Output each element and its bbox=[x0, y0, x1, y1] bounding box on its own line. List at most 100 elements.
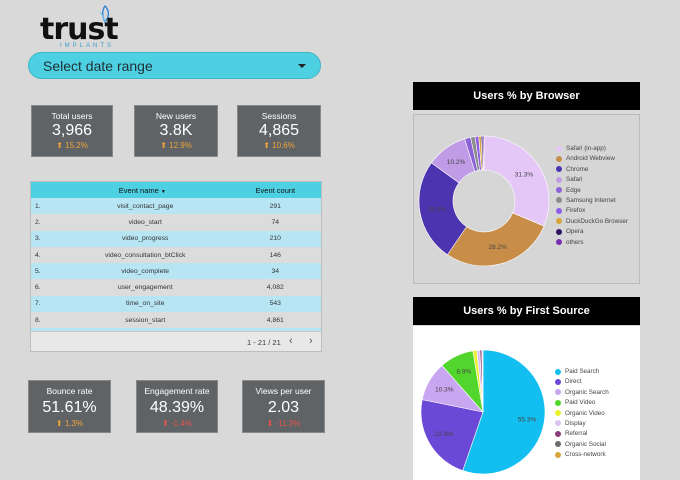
legend-swatch bbox=[556, 176, 562, 183]
table-row[interactable]: 7. time_on_site 543 bbox=[31, 295, 321, 313]
arrow-down-icon: ⬇ bbox=[266, 419, 274, 428]
kpi-delta: ⬆ 12.9% bbox=[160, 141, 192, 150]
date-range-label: Select date range bbox=[43, 57, 153, 74]
kpi-label: Sessions bbox=[261, 111, 297, 121]
pie-slice-android-webview[interactable] bbox=[447, 212, 545, 267]
column-header-event-name[interactable]: Event name ▼ bbox=[118, 185, 166, 195]
event-count-cell: 291 bbox=[269, 202, 281, 210]
events-table: Event name ▼ Event count 1. visit_contact… bbox=[30, 181, 322, 352]
kpi-delta: ⬆ 15.2% bbox=[56, 141, 88, 150]
event-count-cell: 74 bbox=[271, 218, 280, 226]
logo-leaf-icon bbox=[99, 5, 110, 24]
legend-item[interactable]: Firefox bbox=[556, 207, 638, 214]
table-row[interactable]: 5. video_complete 34 bbox=[31, 263, 321, 280]
legend-label: Organic Social bbox=[565, 440, 606, 448]
legend-item[interactable]: Samsung Internet bbox=[556, 197, 638, 204]
legend-item[interactable]: Android Webview bbox=[556, 155, 638, 162]
table-row[interactable]: 8. session_start 4,861 bbox=[31, 312, 321, 329]
arrow-up-icon: ⬆ bbox=[162, 419, 169, 428]
kpi-delta: ⬆ 1.3% bbox=[55, 419, 84, 428]
table-row[interactable]: 1. visit_contact_page 291 bbox=[31, 198, 321, 215]
legend-swatch bbox=[556, 145, 562, 152]
legend-swatch bbox=[555, 410, 561, 417]
pie-slice-safari-in-app-[interactable] bbox=[483, 135, 550, 227]
legend-swatch bbox=[556, 239, 562, 246]
event-name-cell: video_progress bbox=[121, 235, 169, 243]
legend-item[interactable]: others bbox=[556, 239, 638, 246]
legend-item[interactable]: Edge bbox=[556, 187, 638, 194]
legend-item[interactable]: Cross-network bbox=[555, 451, 639, 458]
legend-swatch bbox=[555, 368, 561, 375]
legend-item[interactable]: Organic Search bbox=[555, 389, 639, 396]
slice-data-label: 10.2% bbox=[447, 159, 466, 166]
kpi-value: 2.03 bbox=[267, 399, 300, 416]
table-header: Event name ▼ Event count bbox=[31, 182, 321, 198]
legend-item[interactable]: Direct bbox=[555, 378, 639, 385]
kpi-delta: ⬆ 10.6% bbox=[263, 141, 295, 150]
event-name-cell: user_engagement bbox=[117, 284, 173, 292]
event-name-cell: session_start bbox=[125, 316, 166, 324]
table-row[interactable]: 6. user_engagement 4,082 bbox=[31, 279, 321, 296]
kpi-value: 48.39% bbox=[149, 399, 205, 416]
event-name-cell: video_consultation_btClick bbox=[104, 251, 186, 259]
pie-slice-chrome[interactable] bbox=[418, 162, 467, 256]
table-body: 1. visit_contact_page 291 2. video_start 74 3.… bbox=[31, 198, 321, 345]
table-row[interactable]: 2. video_start 74 bbox=[31, 214, 321, 231]
kpi-label: New users bbox=[155, 111, 197, 121]
source-legend: Paid Search Direct Organic Search Paid Vide… bbox=[555, 368, 639, 462]
legend-swatch bbox=[555, 399, 561, 406]
legend-item[interactable]: Chrome bbox=[556, 166, 638, 173]
kpi-total-users: Total users 3,966 ⬆ 15.2% bbox=[31, 105, 113, 157]
pie-slice-others[interactable] bbox=[482, 135, 485, 171]
legend-item[interactable]: Safari bbox=[556, 176, 638, 183]
kpi-label: Bounce rate bbox=[46, 386, 93, 396]
browser-chart-panel: 31.3% 28.2% 25.5% 10.2% Safari (in-app) Andr… bbox=[413, 114, 640, 284]
chevron-right-icon[interactable]: › bbox=[309, 335, 313, 347]
kpi-bounce-rate: Bounce rate 51.61% ⬆ 1.3% bbox=[28, 380, 111, 433]
legend-label: Safari bbox=[566, 176, 583, 184]
legend-label: Paid Search bbox=[565, 368, 600, 375]
row-index: 7. bbox=[35, 300, 41, 308]
event-name-cell: video_start bbox=[128, 218, 162, 226]
legend-label: Samsung Internet bbox=[566, 196, 616, 204]
date-range-selector[interactable]: Select date range bbox=[28, 52, 321, 79]
event-count-cell: 34 bbox=[271, 267, 280, 275]
row-index: 4. bbox=[35, 251, 41, 259]
legend-item[interactable]: Opera bbox=[556, 228, 638, 235]
row-index: 2. bbox=[35, 218, 41, 226]
legend-swatch bbox=[555, 389, 561, 396]
legend-swatch bbox=[556, 228, 562, 235]
legend-item[interactable]: Display bbox=[555, 420, 639, 427]
kpi-value: 51.61% bbox=[42, 399, 97, 416]
arrow-up-icon: ⬆ bbox=[56, 141, 63, 150]
table-row[interactable]: 4. video_consultation_btClick 146 bbox=[31, 246, 321, 264]
legend-item[interactable]: Paid Search bbox=[555, 368, 639, 375]
legend-label: DuckDuckGo Browser bbox=[566, 217, 628, 225]
kpi-engagement-rate: Engagement rate 48.39% ⬆ -1.4% bbox=[136, 380, 218, 433]
legend-swatch bbox=[556, 155, 562, 162]
legend-swatch bbox=[556, 197, 562, 204]
legend-label: Referral bbox=[565, 430, 588, 438]
legend-swatch bbox=[556, 218, 562, 225]
chevron-left-icon[interactable]: ‹ bbox=[289, 335, 293, 347]
table-row[interactable]: 3. video_progress 210 bbox=[31, 230, 321, 247]
slice-data-label: 22.9% bbox=[435, 431, 454, 438]
column-header-event-count[interactable]: Event count bbox=[255, 185, 296, 195]
legend-swatch bbox=[555, 430, 561, 437]
caret-down-icon bbox=[298, 64, 306, 68]
kpi-value: 3,966 bbox=[51, 122, 93, 139]
legend-item[interactable]: Organic Video bbox=[555, 410, 639, 417]
legend-item[interactable]: Paid Video bbox=[555, 399, 639, 406]
legend-label: Safari (in-app) bbox=[566, 145, 606, 152]
legend-item[interactable]: DuckDuckGo Browser bbox=[556, 218, 638, 225]
kpi-new-users: New users 3.8K ⬆ 12.9% bbox=[134, 105, 218, 157]
legend-item[interactable]: Safari (in-app) bbox=[556, 145, 638, 152]
slice-data-label: 55.3% bbox=[518, 416, 537, 423]
kpi-label: Views per user bbox=[255, 386, 312, 396]
legend-swatch bbox=[555, 451, 561, 458]
legend-swatch bbox=[556, 187, 562, 194]
legend-item[interactable]: Organic Social bbox=[555, 441, 639, 448]
pie-slice-direct[interactable] bbox=[420, 399, 484, 471]
slice-data-label: 31.3% bbox=[515, 171, 534, 178]
legend-item[interactable]: Referral bbox=[555, 430, 639, 437]
